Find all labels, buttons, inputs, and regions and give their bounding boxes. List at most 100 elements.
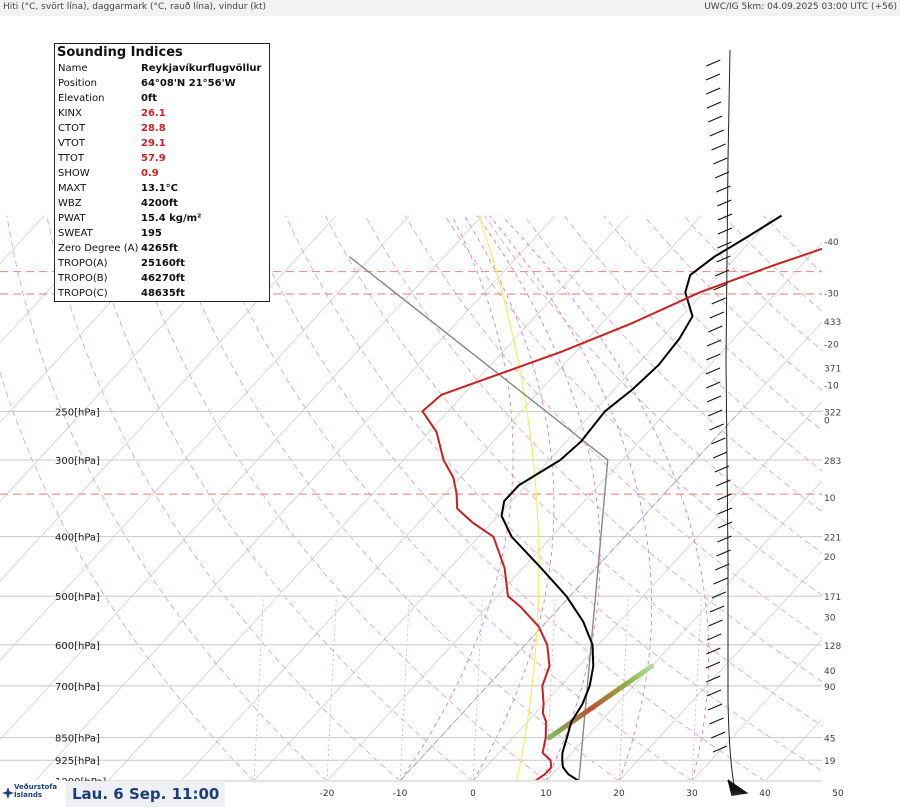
dry-adiabat <box>125 215 546 780</box>
wind-barb <box>717 227 733 235</box>
isotherm-line <box>838 216 900 781</box>
wind-barb <box>706 101 722 109</box>
right-scale-label: 45 <box>824 735 835 745</box>
wind-barb <box>712 745 728 753</box>
index-label: VTOT <box>58 138 85 149</box>
pressure-label: 850[hPa] <box>55 734 100 745</box>
wind-barb <box>711 143 726 151</box>
isotherm-line <box>254 215 775 780</box>
model-run-info: UWC/IG 5km: 04.09.2025 03:00 UTC (+56) <box>704 2 897 12</box>
indices-row: SHOW 0.9 <box>55 166 269 181</box>
index-label: TROPO(B) <box>58 273 108 284</box>
index-value: 25160ft <box>141 258 185 269</box>
wind-barb <box>717 507 733 515</box>
isotherm-line <box>181 215 702 780</box>
wind-barb <box>716 549 731 557</box>
isotherm-line <box>0 215 118 344</box>
indices-row: CTOT 28.8 <box>55 121 269 136</box>
dewpoint-line <box>421 247 822 780</box>
dry-adiabat <box>86 215 473 780</box>
dry-adiabat <box>46 215 400 780</box>
index-value: 64°08'N 21°56'W <box>141 78 236 89</box>
index-value: 0.9 <box>141 168 159 179</box>
wind-barb <box>717 521 733 529</box>
moist-adiabat <box>400 215 514 780</box>
right-scale-label: 128 <box>824 642 841 652</box>
dry-adiabat <box>404 215 822 639</box>
pressure-label: 925[hPa] <box>55 756 100 767</box>
parcel-path <box>349 256 609 780</box>
wind-barb <box>706 395 722 403</box>
right-scale-label: 19 <box>824 757 836 767</box>
index-label: PWAT <box>58 213 86 224</box>
wind-barb <box>711 591 727 599</box>
dry-adiabat <box>165 215 619 780</box>
freezing-line <box>400 411 741 780</box>
pressure-label: 300[hPa] <box>55 456 100 467</box>
right-scale-label: -10 <box>824 381 839 391</box>
indices-row: TTOT 57.9 <box>55 151 269 166</box>
isotherm-line <box>692 639 822 780</box>
x-tick-label: -10 <box>393 789 408 799</box>
indices-row: TROPO(B) 46270ft <box>55 271 269 286</box>
indices-row: TROPO(A) 25160ft <box>55 256 269 271</box>
wind-barb <box>714 269 730 277</box>
isotherm-line <box>0 215 483 741</box>
indices-row: Zero Degree (A) 4265ft <box>55 241 269 256</box>
wind-barb <box>717 241 732 249</box>
indices-row: Position 64°08'N 21°56'W <box>55 76 269 91</box>
index-value: 0ft <box>141 93 158 104</box>
wind-barb <box>706 87 721 95</box>
right-scale-label: 20 <box>824 553 836 563</box>
wind-barb <box>709 717 724 725</box>
x-tick-label: 0 <box>470 789 476 799</box>
wind-barb <box>711 731 726 739</box>
indices-row: VTOT 29.1 <box>55 136 269 151</box>
isotherm-line <box>108 215 629 780</box>
logo-icon <box>2 787 14 799</box>
index-label: SWEAT <box>58 228 93 239</box>
dry-adiabat <box>723 215 822 313</box>
isobar-grid <box>0 410 822 782</box>
wind-barb <box>705 661 721 669</box>
wind-barb <box>717 535 732 543</box>
right-scale-label: -20 <box>824 341 839 351</box>
wind-barb <box>717 199 732 207</box>
index-value: Reykjavíkurflugvöllur <box>141 63 262 74</box>
temperature-line <box>500 214 783 780</box>
x-tick-label: 10 <box>540 789 552 799</box>
isotherm-line <box>546 480 822 780</box>
auxiliary-lines <box>349 215 741 780</box>
temperature-axis: -20 -10 0 10 20 30 40 50 <box>320 789 844 799</box>
wind-barb <box>706 647 721 655</box>
wind-barb <box>714 465 730 473</box>
right-scale-label: 40 <box>824 667 836 677</box>
isotherm-line <box>0 215 337 582</box>
lcl-band <box>546 663 655 741</box>
index-label: TROPO(A) <box>58 258 108 269</box>
index-value: 15.4 kg/m² <box>141 213 202 224</box>
dry-adiabat <box>524 215 822 513</box>
mixing-ratio-line <box>253 596 264 780</box>
mixing-ratio-line <box>691 596 702 780</box>
right-scale-label: 10 <box>824 494 836 504</box>
pressure-label: 700[hPa] <box>55 682 100 693</box>
dry-adiabat <box>0 370 254 780</box>
index-label: Name <box>58 63 88 74</box>
wind-barb <box>706 339 722 347</box>
indices-row: Name Reykjavíkurflugvöllur <box>55 61 269 76</box>
isotherm-line <box>619 559 822 780</box>
dry-adiabat <box>245 215 765 780</box>
index-value: 48635ft <box>141 288 185 299</box>
index-value: 57.9 <box>141 153 166 164</box>
index-label: SHOW <box>58 168 90 179</box>
wind-barb <box>713 577 728 585</box>
right-scale-label: 371 <box>824 364 841 374</box>
index-label: Elevation <box>58 93 105 104</box>
moist-adiabat <box>489 215 653 780</box>
index-value: 29.1 <box>141 138 166 149</box>
indices-title: Sounding Indices <box>57 45 183 60</box>
right-scale-label: -30 <box>824 289 839 299</box>
skew-t-diagram: -20 -10 0 10 20 30 40 50 250[hPa] 300[hPa] 400[hP… <box>0 49 900 799</box>
wind-barb <box>705 73 721 81</box>
